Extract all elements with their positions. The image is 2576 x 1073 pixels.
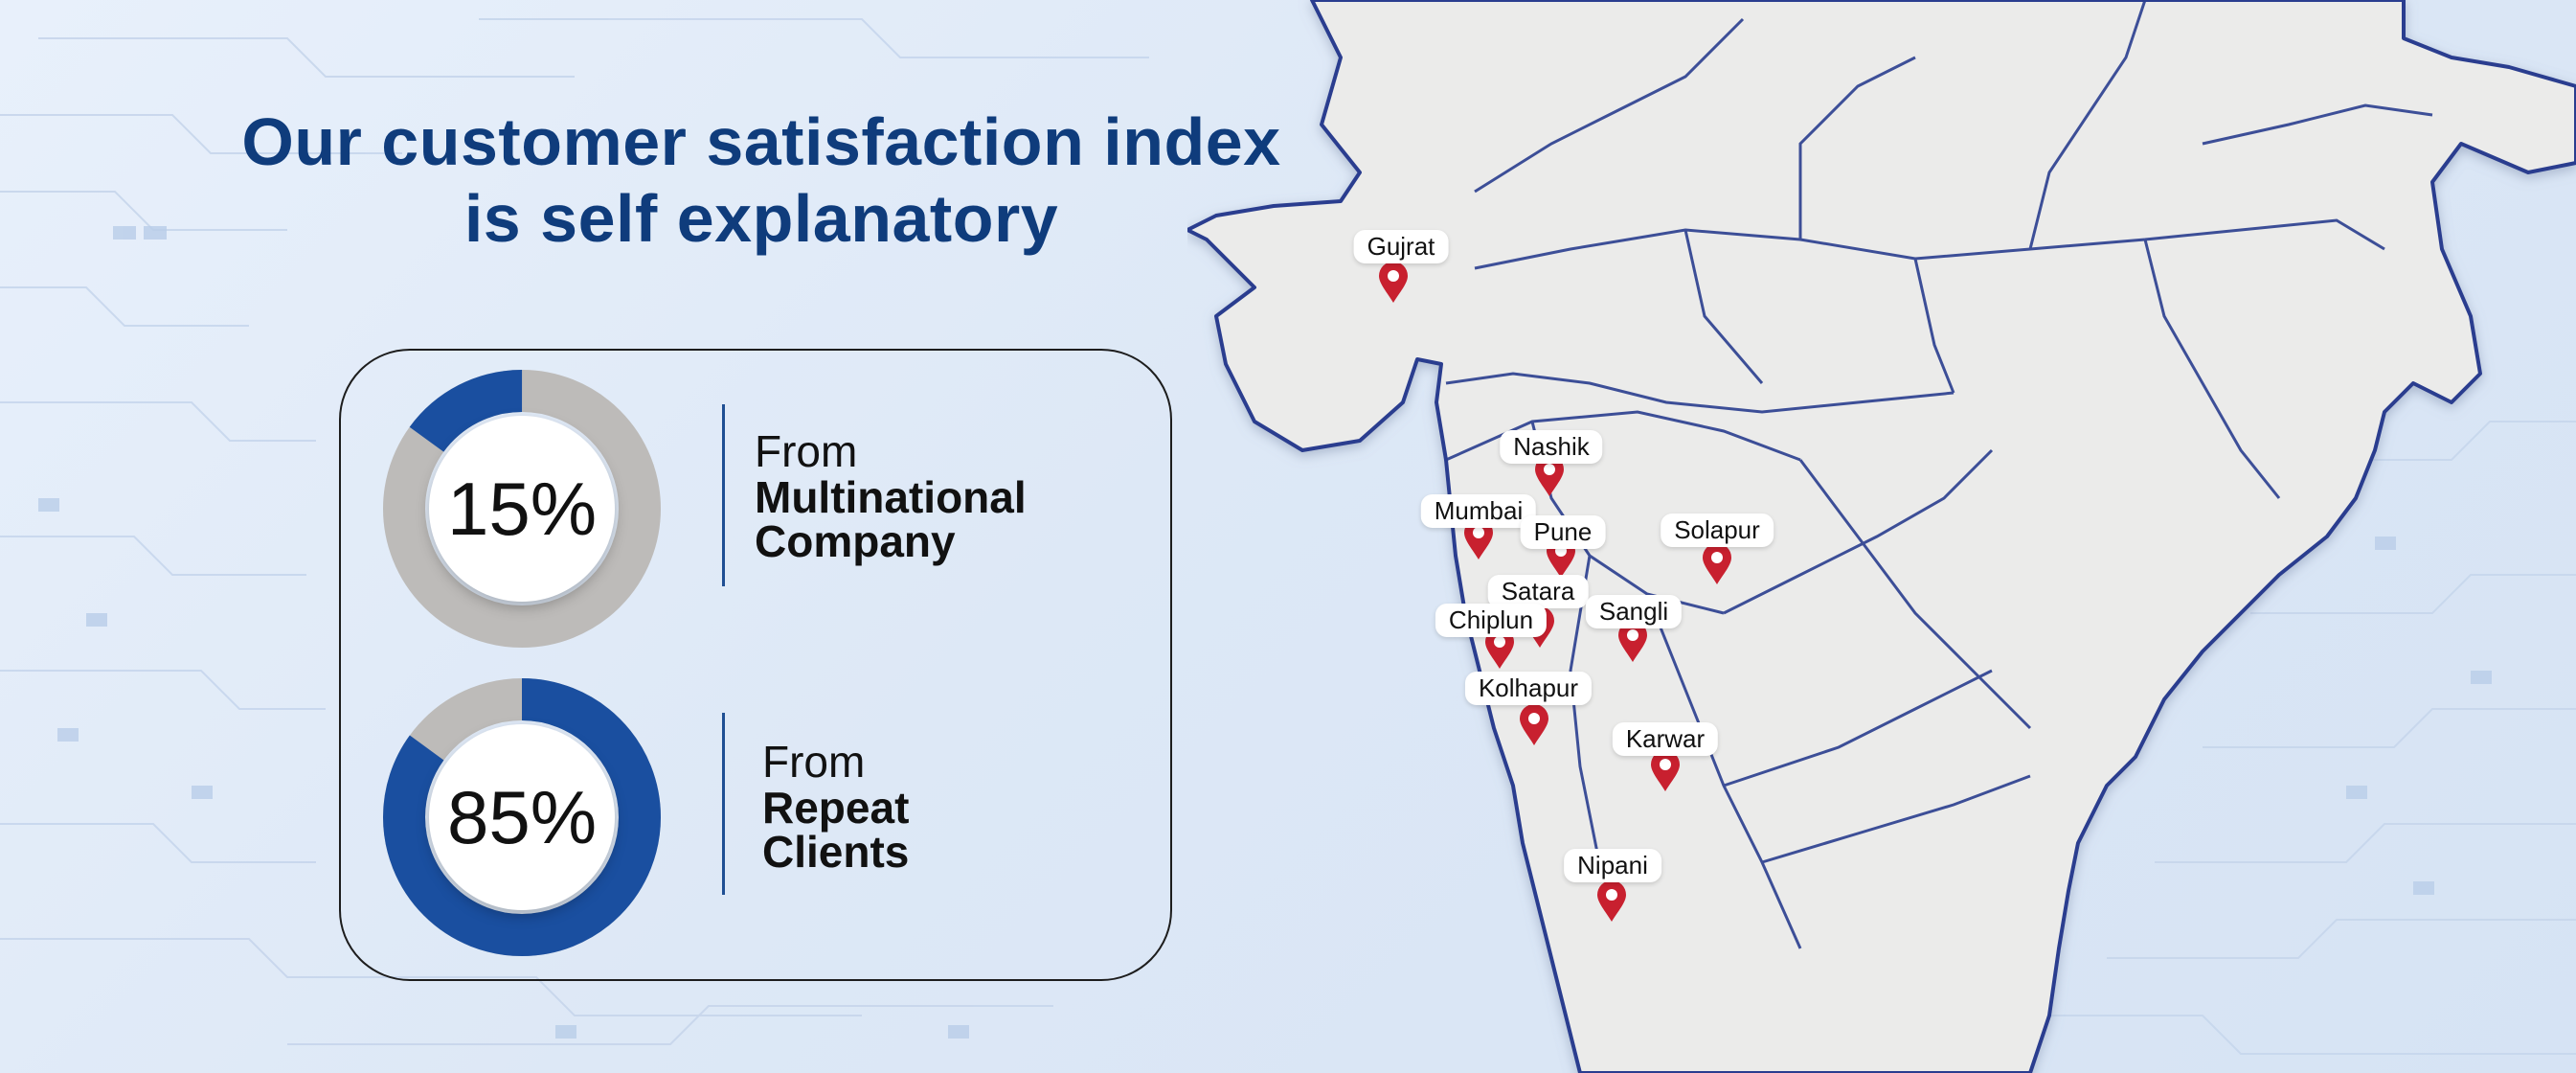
pin-solapur-icon bbox=[1703, 543, 1731, 584]
donut-value-repeat-clients: 85% bbox=[429, 724, 615, 910]
stat-multinational: 15% From Multinational Company bbox=[341, 351, 1170, 657]
headline: Our customer satisfaction index is self … bbox=[153, 103, 1369, 257]
stat-from: From bbox=[762, 737, 866, 787]
divider bbox=[722, 404, 725, 586]
city-label-kolhapur: Kolhapur bbox=[1464, 672, 1593, 705]
stat-from: From bbox=[755, 426, 858, 476]
stat-label-line-1: Repeat bbox=[762, 783, 910, 833]
donut-chart-multinational bbox=[383, 370, 661, 648]
india-map: Gujrat Nashik Mumbai Pune Solapur Satara… bbox=[1187, 0, 2576, 1073]
stat-text-multinational: From Multinational Company bbox=[755, 427, 1027, 563]
pin-kolhapur-icon bbox=[1520, 704, 1548, 745]
city-label-sangli: Sangli bbox=[1585, 595, 1683, 628]
city-label-pune: Pune bbox=[1520, 515, 1606, 549]
map-country-shape bbox=[1187, 0, 2576, 1073]
city-label-satara: Satara bbox=[1487, 575, 1589, 608]
stats-card: 15% From Multinational Company 85% From … bbox=[339, 349, 1172, 981]
pin-nipani-icon bbox=[1597, 880, 1626, 922]
donut-chart-repeat-clients bbox=[383, 678, 661, 956]
donut-value-multinational: 15% bbox=[429, 416, 615, 602]
donut-arc bbox=[383, 678, 661, 956]
city-label-nashik: Nashik bbox=[1500, 430, 1603, 464]
city-pins bbox=[1379, 262, 1731, 922]
city-label-solapur: Solapur bbox=[1661, 514, 1774, 547]
pin-gujrat-icon bbox=[1379, 262, 1408, 303]
stat-repeat-clients: 85% From Repeat Clients bbox=[341, 659, 1170, 966]
stat-label-line-1: Multinational bbox=[755, 472, 1027, 522]
headline-line-1: Our customer satisfaction index bbox=[241, 104, 1281, 179]
headline-line-2: is self explanatory bbox=[463, 181, 1059, 256]
city-label-gujrat: Gujrat bbox=[1353, 230, 1449, 263]
city-label-karwar: Karwar bbox=[1612, 722, 1719, 756]
pin-nashik-icon bbox=[1535, 455, 1564, 496]
pin-sangli-icon bbox=[1618, 621, 1647, 662]
city-label-nipani: Nipani bbox=[1564, 849, 1661, 882]
stat-text-repeat-clients: From Repeat Clients bbox=[762, 738, 909, 874]
divider bbox=[722, 713, 725, 895]
pin-chiplun-icon bbox=[1485, 628, 1514, 669]
pin-karwar-icon bbox=[1651, 750, 1680, 791]
pin-mumbai-icon bbox=[1464, 518, 1493, 559]
city-label-mumbai: Mumbai bbox=[1420, 494, 1537, 528]
stat-label-line-2: Clients bbox=[762, 827, 910, 877]
stat-label-line-2: Company bbox=[755, 516, 956, 566]
city-label-chiplun: Chiplun bbox=[1435, 604, 1548, 637]
map-land bbox=[1187, 0, 2576, 1073]
